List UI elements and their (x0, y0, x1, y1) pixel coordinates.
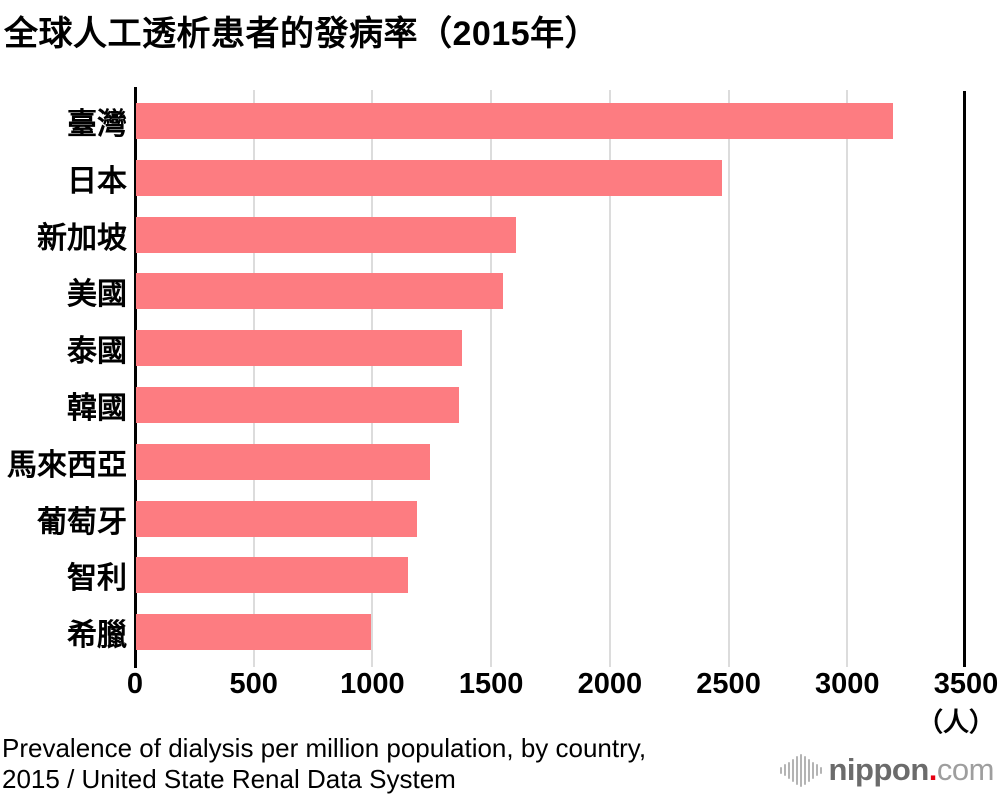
x-tick-label-3000: 3000 (815, 668, 880, 700)
category-label: 智利 (67, 562, 127, 596)
bar-美國 (136, 273, 503, 310)
x-tick-label-1000: 1000 (340, 668, 405, 700)
bar-智利 (136, 557, 408, 594)
plot-area (134, 87, 966, 668)
x-tick-label-2500: 2500 (696, 668, 761, 700)
right-border-line (963, 91, 966, 667)
x-axis-unit-label: （人） (916, 707, 995, 737)
y-axis-line (134, 87, 137, 668)
bar-臺灣 (136, 103, 894, 139)
category-label: 希臘 (67, 619, 127, 653)
bar-日本 (136, 159, 723, 196)
logo-text: nippon.com (829, 752, 995, 788)
x-tick-label-3500: 3500 (933, 668, 999, 700)
chart-title: 全球人工透析患者的發病率（2015年） (4, 15, 600, 53)
gridline-2500 (727, 90, 730, 667)
x-tick-label-0: 0 (126, 668, 144, 700)
category-label: 泰國 (67, 335, 127, 369)
gridline-1000 (371, 90, 374, 667)
bar-新加坡 (136, 216, 516, 253)
bar-馬來西亞 (136, 443, 431, 480)
category-label: 韓國 (67, 392, 127, 425)
source-note: Prevalence of dialysis per million popul… (2, 733, 646, 795)
bar-葡萄牙 (136, 500, 418, 537)
category-labels: 臺灣日本新加坡美國泰國韓國馬來西亞葡萄牙智利希臘 (0, 90, 127, 658)
soundwave-icon (779, 753, 822, 787)
x-tick-label-1500: 1500 (458, 668, 524, 700)
gridline-2000 (608, 90, 611, 667)
x-axis-tick-labels: 0 500 1000 1500 2000 2500 3000 3500 (127, 668, 998, 702)
gridline-1500 (490, 90, 493, 667)
x-tick-label-2000: 2000 (577, 668, 643, 700)
logo-text-bold: nippon (828, 752, 930, 787)
category-label: 新加坡 (37, 221, 127, 255)
logo-dot: . (928, 752, 938, 787)
logo-text-light: com (936, 752, 995, 787)
source-note-line1: Prevalence of dialysis per million popul… (2, 733, 647, 763)
source-note-line2: 2015 / United State Renal Data System (2, 764, 456, 794)
nippon-logo: nippon.com (779, 752, 995, 788)
gridline-500 (252, 90, 255, 667)
category-label: 馬來西亞 (7, 448, 127, 482)
category-label: 美國 (67, 278, 127, 312)
bar-泰國 (136, 330, 463, 367)
bar-韓國 (136, 387, 459, 423)
bar-希臘 (136, 614, 372, 651)
gridline-3000 (846, 90, 849, 667)
x-tick-label-500: 500 (229, 668, 278, 700)
category-label: 臺灣 (67, 108, 127, 141)
category-label: 日本 (67, 164, 127, 198)
category-label: 葡萄牙 (37, 505, 127, 539)
